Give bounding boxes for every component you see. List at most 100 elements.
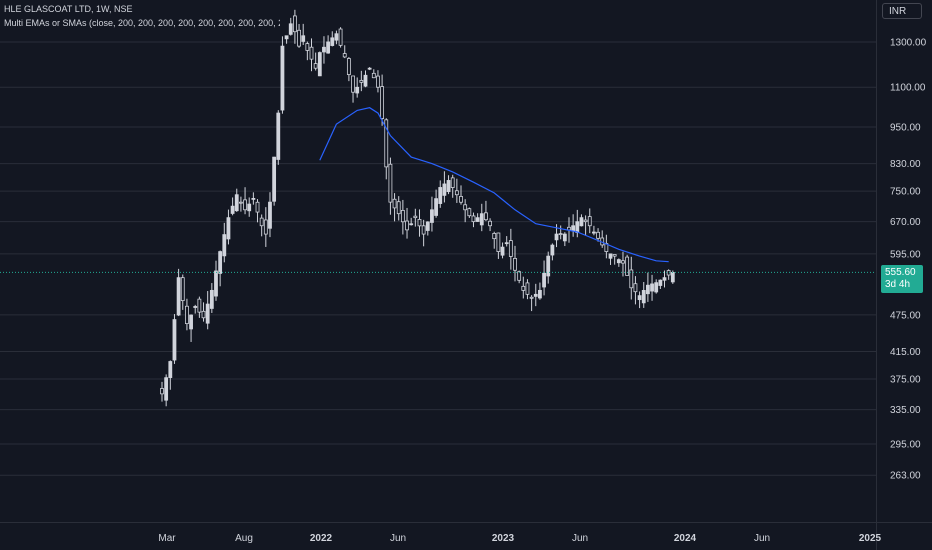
candle-body [160,388,164,395]
candle-body [571,225,576,232]
candle-body [396,201,401,215]
candle-body [554,233,559,241]
candle-body [288,23,293,35]
candle-body [413,215,418,219]
y-tick-label: 263.00 [890,471,921,482]
candle-body [363,74,368,87]
candle-body [168,361,173,378]
candle-body [550,244,555,256]
candle-body [629,269,634,289]
x-tick-label: Jun [572,533,588,544]
candle-body [538,289,542,299]
candle-body [326,41,331,54]
candle-body [616,259,621,264]
candle-body [164,377,169,401]
candle-body [454,190,459,196]
candle-body [301,35,306,42]
candle-body [504,242,509,245]
candle-body [180,277,185,302]
candle-body [442,183,447,196]
candle-body [421,225,426,235]
candle-body [612,254,617,257]
last-price-badge: 555.60 3d 4h [881,265,923,294]
candle-body [645,284,650,295]
currency-button[interactable]: INR [882,3,922,19]
candle-body [376,75,380,88]
candle-body [508,240,513,257]
candle-body [562,233,567,242]
candle-body [409,223,414,226]
candle-body [529,296,534,299]
candle-body [189,314,193,330]
candle-body [359,79,364,83]
candle-body [297,29,301,47]
candle-body [525,282,530,295]
candle-body [384,119,389,168]
candle-body [239,201,243,204]
candle-body [276,112,281,160]
candle-body [197,298,202,313]
candle-body [272,156,277,202]
candle-body [351,75,355,93]
x-tick-label: 2022 [310,533,333,544]
candle-body [533,293,538,297]
y-tick-label: 415.00 [890,347,921,358]
y-tick-label: 595.00 [890,249,921,260]
y-tick-label: 670.00 [890,217,921,228]
y-tick-label: 830.00 [890,159,921,170]
candle-body [430,209,434,223]
bar-countdown: 3d 4h [885,279,911,291]
candle-body [654,282,659,293]
symbol-title: HLE GLASCOAT LTD, 1W, NSE [4,4,133,14]
candle-body [513,257,517,271]
x-tick-label: Mar [158,533,176,544]
x-tick-label: Jun [390,533,406,544]
candle-body [292,15,297,33]
candle-body [209,289,214,309]
candle-body [479,213,484,226]
candle-body [392,198,397,209]
y-tick-label: 750.00 [890,187,921,198]
candle-body [475,217,480,222]
candle-body [488,220,492,227]
candle-body [251,197,256,200]
candle-body [330,37,335,46]
candle-body [405,220,409,231]
candle-body [434,198,438,216]
candle-body [400,209,405,223]
candle-body [309,46,314,60]
candle-body [255,201,260,213]
candle-body [172,319,177,361]
candle-body [621,260,625,264]
candle-body [268,201,272,229]
candle-body [467,208,472,217]
candle-body [388,163,393,203]
y-tick-label: 475.00 [890,310,921,321]
candle-body [471,215,476,223]
candle-body [222,234,227,257]
indicator-legend[interactable]: Multi EMAs or SMAs (close, 200, 200, 200… [4,18,280,28]
candle-body [367,67,372,70]
candle-body [214,270,218,297]
candle-body [346,58,351,75]
candle-body [230,205,235,214]
candle-body [587,216,592,227]
candle-body [234,194,239,212]
x-tick-label: 2025 [859,533,882,544]
candle-body [205,303,210,324]
moving-average-line [319,107,669,263]
candle-body [633,283,638,293]
candle-body [546,255,551,277]
candle-body [355,86,360,94]
candle-body [317,52,322,77]
x-tick-label: 2024 [674,533,697,544]
candle-body [517,271,522,281]
y-tick-label: 375.00 [890,375,921,386]
candle-body [592,231,596,234]
y-tick-label: 950.00 [890,122,921,133]
candle-body [662,277,667,281]
x-tick-label: 2023 [492,533,515,544]
candle-body [446,180,451,193]
